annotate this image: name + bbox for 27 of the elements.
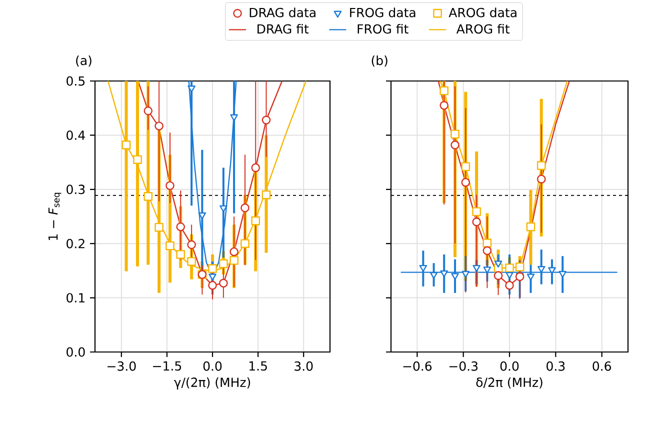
x-tick-label: 0.0 [500, 361, 519, 371]
x-axis-title: γ/(2π) (MHz) [174, 377, 250, 390]
x-tick-label: 1.5 [249, 361, 267, 371]
x-tick-label: 0.3 [546, 361, 565, 371]
x-axis-title: δ/2π (MHz) [476, 377, 542, 388]
legend-label: FROG data [350, 8, 416, 18]
legend-label: DRAG data [250, 8, 316, 18]
chart-title: (b) [372, 56, 388, 67]
y-tick-label: 0.5 [66, 76, 85, 86]
chart-title: (a) [76, 56, 92, 67]
legend-label: AROG fit [456, 24, 510, 34]
x-tick-label: −3.0 [108, 361, 136, 371]
legend-label: DRAG fit [258, 24, 309, 34]
x-tick-label: 0.6 [592, 361, 611, 371]
y-axis-title: 1 − F$_{seq}$ [48, 192, 62, 240]
legend-label: AROG data [448, 8, 516, 18]
y-tick-label: 0.0 [66, 347, 85, 357]
y-tick-label: 0.2 [66, 238, 84, 248]
y-tick-label: 0.4 [66, 130, 85, 140]
x-tick-label: 3.0 [294, 361, 313, 371]
x-tick-label: −0.6 [403, 361, 432, 371]
x-tick-label: −1.5 [153, 361, 182, 371]
x-tick-label: −0.3 [449, 361, 478, 371]
x-tick-label: 0.0 [203, 361, 222, 371]
y-tick-label: 0.3 [66, 184, 85, 194]
y-tick-label: 0.1 [66, 293, 84, 303]
legend-label: FROG fit [358, 24, 408, 34]
